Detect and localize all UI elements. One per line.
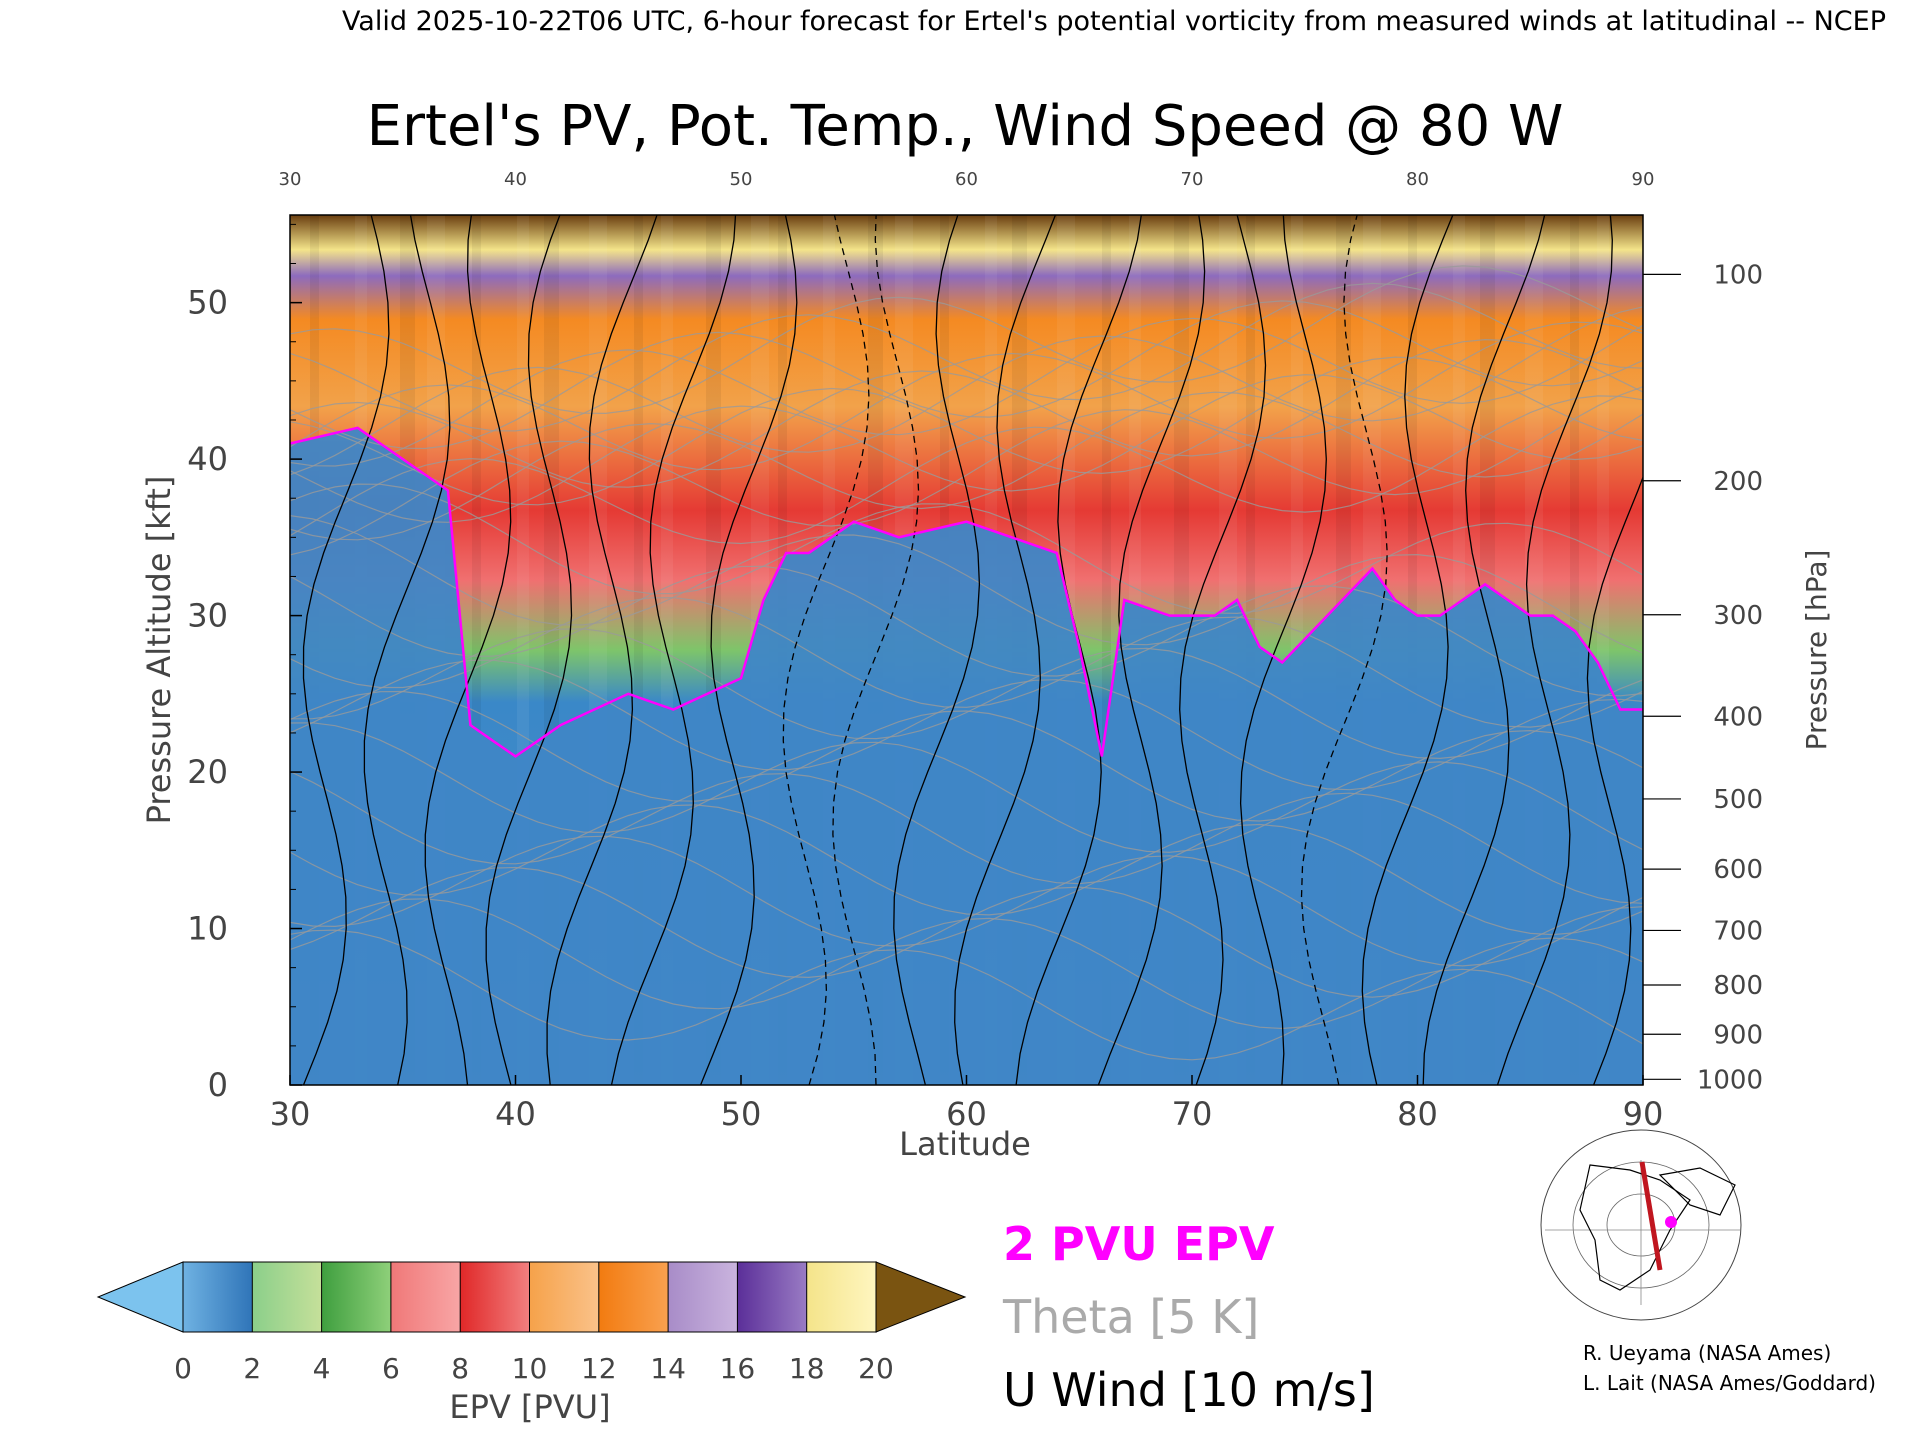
pressure-tick-label: 800 [1713, 971, 1763, 1001]
legend-theta: Theta [5 K] [1002, 1290, 1259, 1344]
x-tick-label: 50 [721, 1095, 762, 1133]
x-tick-label: 40 [495, 1095, 536, 1133]
inset-map [1540, 1129, 1742, 1321]
colorbar-tick-label: 12 [581, 1352, 617, 1385]
x-tick-label-top: 80 [1406, 169, 1429, 190]
colorbar-band [182, 1261, 254, 1333]
pv-colorbar: 0 2 4 6 8 10 12 14 16 18 20 [96, 1261, 967, 1385]
wind-contours [302, 215, 1643, 1085]
colorbar-band [459, 1261, 531, 1333]
x-tick-label-top: 60 [955, 169, 978, 190]
colorbar-band [736, 1261, 808, 1333]
x-tick-label: 90 [1623, 1095, 1664, 1133]
colorbar-band [390, 1261, 462, 1333]
credit-2: L. Lait (NASA Ames/Goddard) [1583, 1371, 1876, 1395]
y-tick-label: 10 [187, 910, 228, 948]
colorbar-tick-label: 16 [720, 1352, 756, 1385]
colorbar-tick-label: 4 [313, 1352, 331, 1385]
y-axis-label-left: Pressure Altitude [kft] [140, 476, 178, 825]
chart-title: Ertel's PV, Pot. Temp., Wind Speed @ 80 … [367, 94, 1564, 159]
colorbar-band [806, 1261, 878, 1333]
colorbar-tick-label: 14 [650, 1352, 686, 1385]
colorbar-tick-label: 0 [174, 1352, 192, 1385]
valid-time-header: Valid 2025-10-22T06 UTC, 6-hour forecast… [342, 6, 1886, 37]
x-tick-label-top: 70 [1181, 169, 1204, 190]
colorbar-band [598, 1261, 670, 1333]
x-tick-label: 80 [1397, 1095, 1438, 1133]
colorbar-tick-label: 18 [789, 1352, 825, 1385]
y-axis-left: 0 10 20 30 40 50 [187, 223, 302, 1104]
tropospheric-pv-region [290, 427, 1643, 1085]
x-axis-top: 30 40 50 60 70 80 90 [279, 169, 1655, 190]
colorbar-band [321, 1261, 392, 1333]
pressure-tick-label: 500 [1713, 785, 1763, 815]
colorbar-tick-label: 20 [858, 1352, 894, 1385]
2pvu-tropopause-line [289, 426, 1643, 758]
x-tick-label-top: 50 [730, 169, 753, 190]
x-tick-label: 60 [946, 1095, 987, 1133]
y-tick-label: 50 [187, 284, 228, 322]
legend-epv: 2 PVU EPV [1003, 1217, 1275, 1271]
pressure-tick-label: 100 [1713, 260, 1763, 290]
y-tick-label: 40 [187, 440, 228, 478]
pressure-tick-label: 400 [1713, 702, 1763, 732]
y-axis-right: 100 200 300 400 500 600 700 800 900 1000 [1643, 260, 1763, 1095]
theta-contours [290, 265, 1643, 1061]
x-tick-label-top: 40 [504, 169, 527, 190]
pressure-tick-label: 700 [1713, 916, 1763, 946]
colorbar-band [529, 1261, 600, 1333]
colorbar-tick-label: 6 [382, 1352, 400, 1385]
pressure-tick-label: 1000 [1697, 1065, 1763, 1095]
legend-wind: U Wind [10 m/s] [1003, 1363, 1375, 1417]
pressure-tick-label: 200 [1713, 467, 1763, 497]
y-tick-label: 30 [187, 597, 228, 635]
colorbar-tick-label: 2 [243, 1352, 261, 1385]
colorbar-under-arrow [96, 1261, 184, 1333]
colorbar-tick-label: 8 [451, 1352, 469, 1385]
x-tick-label: 30 [270, 1095, 311, 1133]
y-tick-label: 20 [187, 753, 228, 791]
colorbar-tick-label: 10 [512, 1352, 548, 1385]
y-tick-label: 0 [208, 1066, 228, 1104]
x-tick-label-top: 30 [279, 169, 302, 190]
colorbar-over-arrow [875, 1261, 967, 1333]
x-tick-label: 70 [1172, 1095, 1213, 1133]
location-marker [1665, 1216, 1677, 1228]
colorbar-band [251, 1261, 323, 1333]
x-tick-label-top: 90 [1632, 169, 1655, 190]
colorbar-band [667, 1261, 739, 1333]
x-axis-bottom: 30 40 50 60 70 80 90 [270, 1075, 1664, 1133]
colorbar-label: EPV [PVU] [449, 1388, 610, 1426]
pressure-tick-label: 600 [1713, 855, 1763, 885]
y-axis-label-right: Pressure [hPa] [1800, 550, 1833, 751]
plot-area [289, 214, 1644, 1086]
credit-1: R. Ueyama (NASA Ames) [1583, 1341, 1831, 1365]
legend: 2 PVU EPV Theta [5 K] U Wind [10 m/s] [1002, 1217, 1375, 1417]
x-axis-label: Latitude [899, 1125, 1031, 1163]
pressure-tick-label: 900 [1713, 1020, 1763, 1050]
pressure-tick-label: 300 [1713, 601, 1763, 631]
